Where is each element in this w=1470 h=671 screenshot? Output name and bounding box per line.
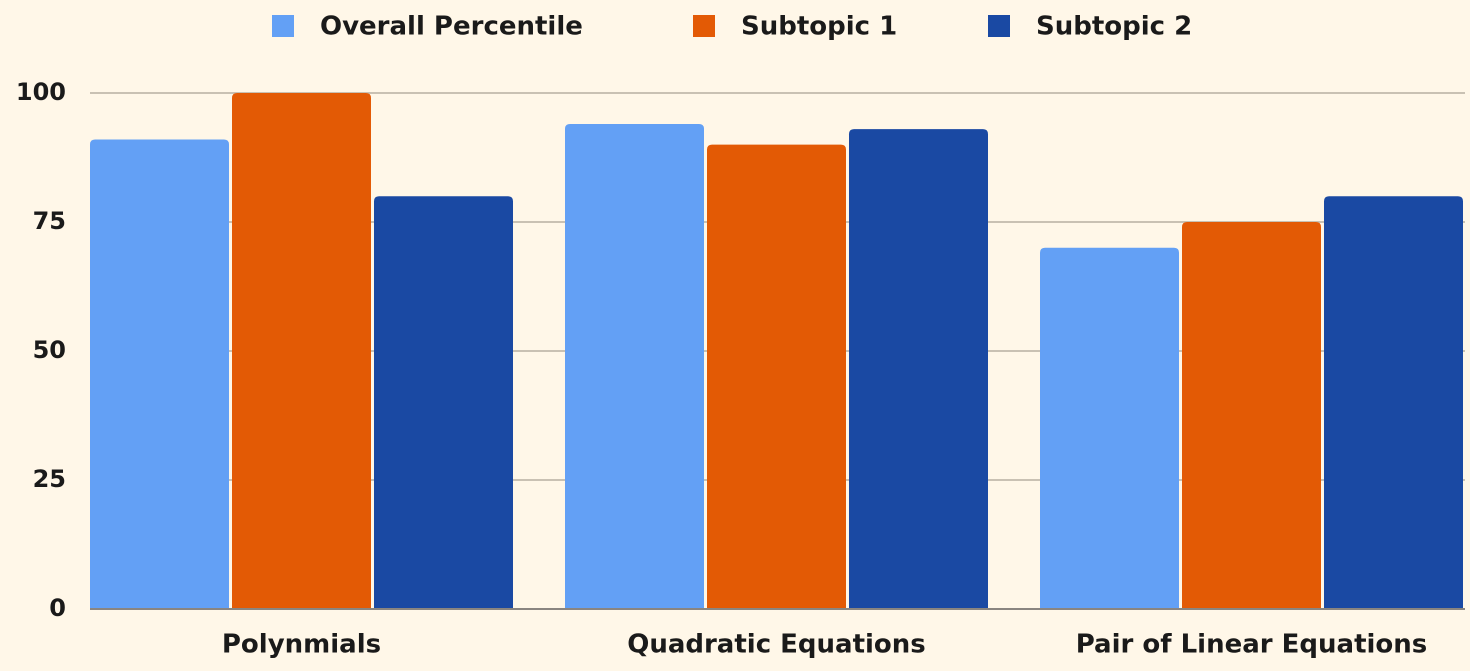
bar (1324, 196, 1463, 609)
legend-swatch (693, 15, 715, 37)
legend-label: Overall Percentile (320, 12, 583, 42)
bar (707, 144, 846, 609)
x-tick-label: Quadratic Equations (627, 630, 926, 660)
legend-swatch (988, 15, 1010, 37)
y-tick-label: 100 (16, 78, 66, 106)
legend-label: Subtopic 1 (741, 12, 897, 42)
x-tick-label: Pair of Linear Equations (1076, 630, 1428, 660)
bar (1040, 247, 1179, 610)
y-tick-label: 25 (33, 465, 66, 493)
bar (232, 93, 371, 609)
bar (374, 196, 513, 609)
legend-swatch (272, 15, 294, 37)
x-tick-label: Polynmials (222, 630, 381, 660)
bar (90, 139, 229, 609)
y-tick-label: 50 (33, 336, 66, 364)
y-tick-label: 75 (33, 207, 66, 235)
y-tick-label: 0 (49, 594, 66, 622)
bar (849, 129, 988, 609)
bar (1182, 222, 1321, 609)
bar (565, 123, 704, 610)
legend-label: Subtopic 2 (1036, 12, 1192, 42)
